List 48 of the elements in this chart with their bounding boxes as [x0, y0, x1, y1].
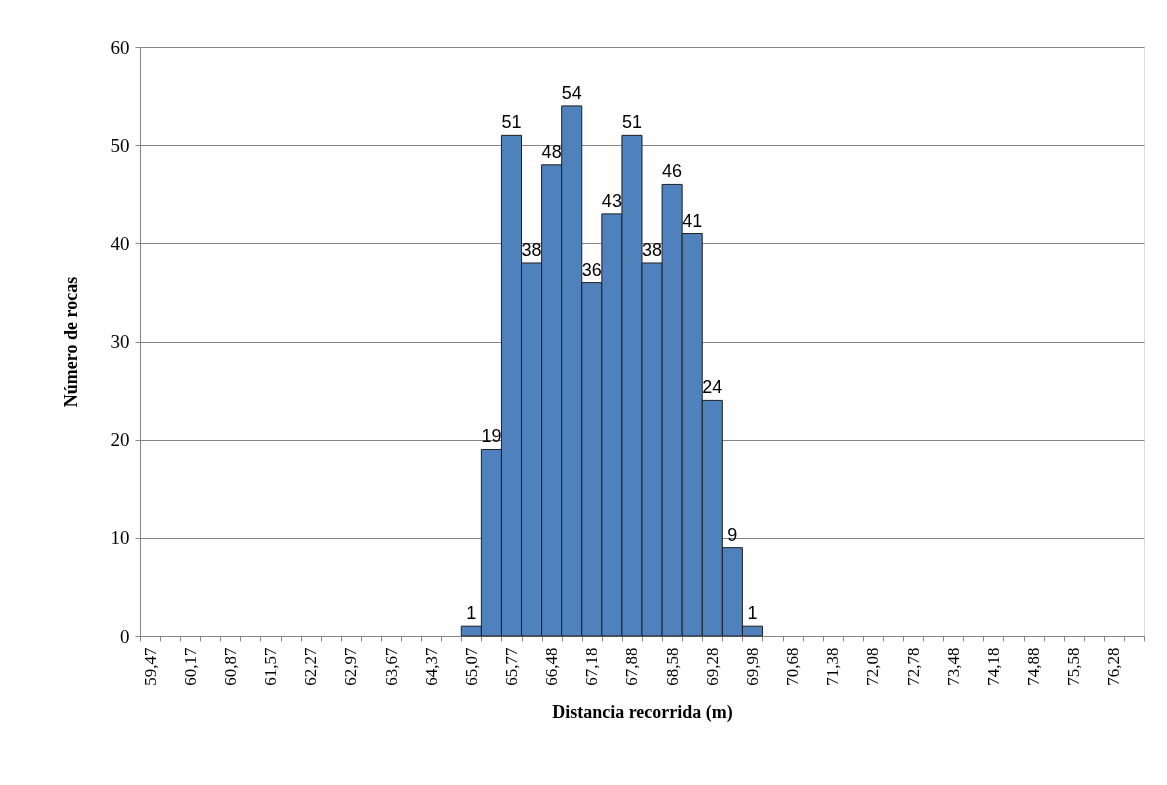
x-axis-title: Distancia recorrida (m)	[552, 701, 733, 723]
data-label: 38	[521, 239, 542, 260]
y-tick-label: 40	[110, 232, 130, 254]
x-tick-label: 76,28	[1104, 647, 1124, 686]
data-label: 9	[727, 524, 738, 545]
y-tick-label: 50	[110, 134, 130, 156]
x-tick-label: 67,88	[622, 647, 642, 686]
data-label: 54	[561, 82, 582, 103]
x-tick-label: 63,67	[381, 647, 401, 686]
x-tick-label: 62,97	[341, 647, 361, 686]
data-label: 48	[541, 141, 562, 162]
y-tick-label: 0	[120, 625, 130, 647]
data-label: 38	[642, 239, 663, 260]
x-tick-label: 61,57	[261, 647, 281, 686]
y-tick-label: 30	[110, 331, 130, 352]
x-tick-label: 71,38	[823, 647, 843, 686]
x-tick-label: 68,58	[662, 647, 682, 686]
x-tick-label: 64,37	[421, 647, 441, 686]
y-tick-label: 60	[110, 36, 130, 58]
x-tick-label: 69,98	[742, 647, 762, 686]
data-label: 43	[601, 190, 622, 211]
x-tick-label: 59,47	[140, 647, 160, 686]
x-tick-label: 60,87	[220, 647, 240, 686]
x-tick-label: 67,18	[582, 647, 602, 686]
data-label: 51	[501, 112, 522, 133]
x-tick-label: 69,28	[702, 647, 722, 686]
x-tick-label: 65,07	[461, 647, 481, 686]
x-tick-label: 74,88	[1024, 647, 1044, 686]
y-tick-label: 20	[110, 429, 130, 451]
data-label: 51	[621, 112, 642, 133]
x-tick-label: 72,08	[863, 647, 883, 686]
y-axis-title: Número de rocas	[60, 276, 81, 408]
x-tick-label: 66,48	[542, 647, 562, 686]
data-label: 1	[466, 603, 477, 624]
data-label: 36	[581, 259, 602, 280]
x-tick-label: 70,68	[783, 647, 803, 686]
data-label: 46	[662, 161, 683, 182]
y-tick-label: 10	[110, 527, 130, 549]
x-tick-label: 60,17	[180, 647, 200, 686]
data-label: 19	[481, 426, 502, 447]
data-label: 1	[747, 603, 758, 624]
x-tick-label: 65,77	[501, 647, 521, 686]
x-tick-label: 72,78	[903, 647, 923, 686]
x-tick-label: 75,58	[1064, 647, 1084, 686]
x-tick-label: 73,48	[943, 647, 963, 686]
x-tick-label: 74,18	[983, 647, 1003, 686]
data-label: 24	[702, 377, 723, 398]
x-tick-label: 62,27	[301, 647, 321, 686]
